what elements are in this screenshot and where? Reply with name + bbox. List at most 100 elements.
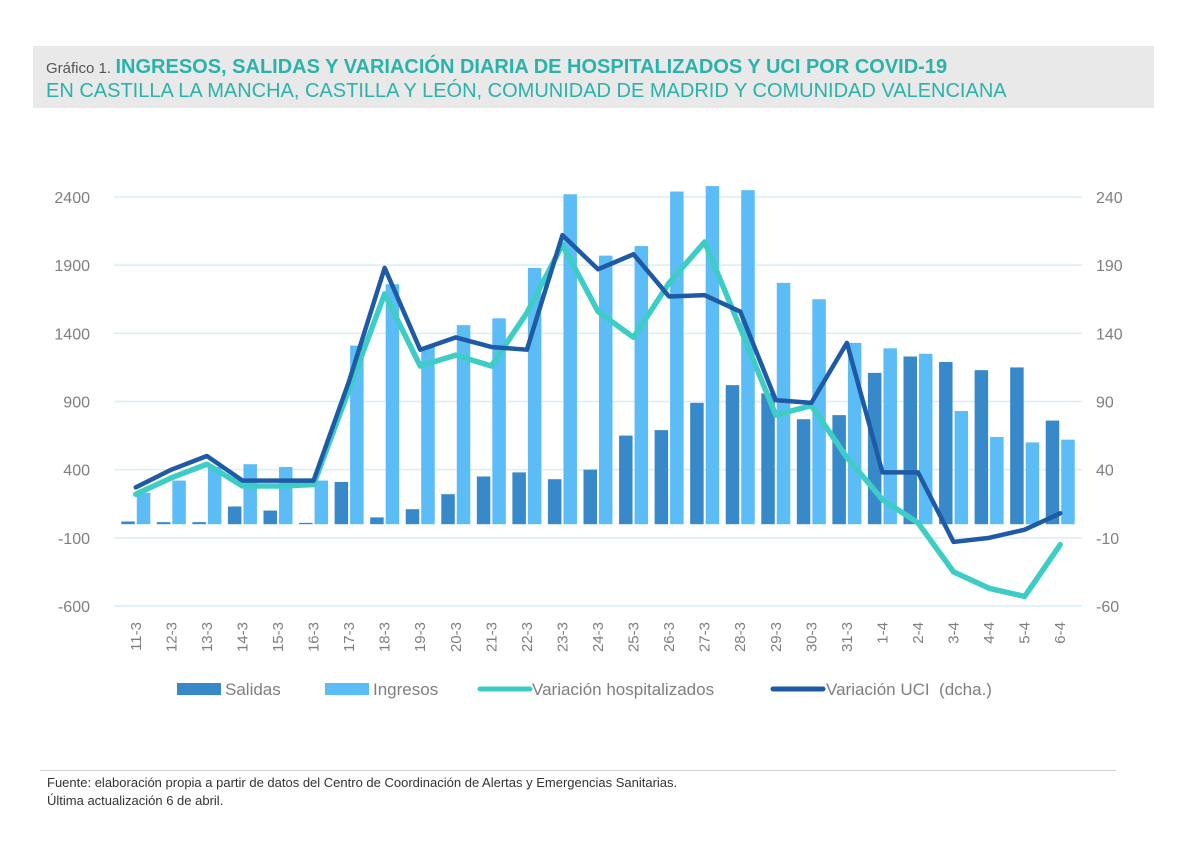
ingresos-bar bbox=[599, 255, 613, 525]
salidas-bar bbox=[725, 385, 740, 525]
ingresos-bar bbox=[350, 345, 364, 525]
x-axis-category-label: 30-3 bbox=[803, 622, 820, 652]
ingresos-bar bbox=[136, 492, 151, 525]
right-axis-tick-label: 90 bbox=[1096, 395, 1114, 412]
ingresos-bar bbox=[207, 466, 222, 525]
ingresos-bar bbox=[172, 480, 186, 525]
right-axis-tick-label: -60 bbox=[1096, 599, 1119, 616]
salidas-bar bbox=[263, 510, 277, 525]
ingresos-bar bbox=[990, 436, 1004, 525]
ingresos-bar bbox=[670, 191, 684, 525]
salidas-bar bbox=[476, 476, 491, 525]
x-axis-category-label: 23-3 bbox=[554, 622, 571, 652]
ingresos-bar bbox=[456, 325, 471, 525]
variacion-hospitalizados-line bbox=[133, 239, 1063, 600]
salidas-bar bbox=[654, 430, 669, 525]
legend-label-salidas: Salidas bbox=[225, 680, 281, 699]
x-axis-category-label: 25-3 bbox=[626, 622, 643, 652]
left-axis-tick-label: 1400 bbox=[54, 326, 90, 343]
left-axis-tick-label: 2400 bbox=[54, 190, 90, 207]
salidas-bar bbox=[796, 419, 811, 525]
variacion-uci-line bbox=[133, 232, 1063, 545]
salidas-bar bbox=[441, 494, 455, 525]
ingresos-bar bbox=[314, 480, 329, 525]
right-axis-tick-label: 240 bbox=[1096, 190, 1123, 207]
salidas-bar bbox=[583, 469, 597, 525]
salidas-bar bbox=[1045, 420, 1060, 525]
left-axis-tick-label: -100 bbox=[58, 531, 90, 548]
ingresos-bar bbox=[634, 246, 649, 525]
salidas-bar bbox=[121, 521, 135, 525]
x-axis-category-label: 13-3 bbox=[199, 622, 216, 652]
title-line-1: Gráfico 1. INGRESOS, SALIDAS Y VARIACIÓN… bbox=[46, 56, 947, 79]
chart-title: INGRESOS, SALIDAS Y VARIACIÓN DIARIA DE … bbox=[115, 56, 948, 78]
x-axis-category-label: 3-4 bbox=[946, 622, 963, 644]
salidas-bar bbox=[227, 506, 242, 525]
salidas-bar bbox=[939, 361, 953, 525]
x-axis-category-label: 1-4 bbox=[874, 622, 891, 644]
right-axis-tick-label: 140 bbox=[1096, 326, 1123, 343]
legend-label-variacion-uci: Variación UCI (dcha.) bbox=[826, 680, 992, 699]
title-box: Gráfico 1. INGRESOS, SALIDAS Y VARIACIÓN… bbox=[33, 46, 1154, 108]
source-divider bbox=[40, 770, 1116, 771]
salidas-bar bbox=[512, 472, 526, 525]
x-axis-category-label: 16-3 bbox=[306, 622, 323, 652]
ingresos-bar bbox=[279, 466, 293, 525]
x-axis-category-label: 11-3 bbox=[128, 622, 145, 651]
x-axis-category-label: 5-4 bbox=[1017, 622, 1034, 644]
salidas-bar bbox=[547, 479, 562, 525]
salidas-bar bbox=[156, 522, 171, 525]
salidas-bar bbox=[370, 517, 384, 525]
left-axis-tick-label: 900 bbox=[63, 395, 90, 412]
right-axis-tick-label: 190 bbox=[1096, 258, 1123, 275]
ingresos-bar bbox=[954, 411, 969, 525]
x-axis-category-label: 18-3 bbox=[377, 622, 394, 652]
ingresos-bar bbox=[563, 194, 577, 525]
ingresos-bar bbox=[1061, 439, 1075, 525]
x-axis-category-label: 2-4 bbox=[910, 622, 927, 644]
legend-label-variacion-hospitalizados: Variación hospitalizados bbox=[532, 680, 714, 699]
salidas-bar bbox=[405, 509, 420, 525]
ingresos-bar bbox=[1025, 442, 1040, 525]
right-axis-tick-label: -10 bbox=[1096, 531, 1119, 548]
source-note: Fuente: elaboración propia a partir de d… bbox=[47, 774, 677, 810]
ingresos-bar bbox=[741, 190, 755, 525]
legend-label-ingresos: Ingresos bbox=[373, 680, 438, 699]
x-axis-category-label: 28-3 bbox=[732, 622, 749, 652]
salidas-bar bbox=[974, 370, 989, 525]
salidas-bar bbox=[832, 415, 846, 525]
salidas-bar bbox=[761, 393, 775, 525]
x-axis-category-label: 20-3 bbox=[448, 622, 465, 652]
salidas-bar bbox=[1010, 367, 1024, 525]
figure-number: Gráfico 1. bbox=[46, 60, 112, 77]
ingresos-bar bbox=[776, 282, 791, 525]
combo-chart: 2400 240 1900 190 1400 140 900 90 400 40 -100 -10 -6… bbox=[54, 186, 1123, 699]
x-axis-category-label: 24-3 bbox=[590, 622, 607, 652]
ingresos-bar bbox=[385, 284, 400, 525]
x-axis-category-label: 4-4 bbox=[981, 622, 998, 644]
x-axis-category-label: 22-3 bbox=[519, 622, 536, 652]
x-axis-category-label: 17-3 bbox=[341, 622, 358, 652]
update-text: Última actualización 6 de abril. bbox=[47, 793, 224, 808]
source-text: Fuente: elaboración propia a partir de d… bbox=[47, 775, 678, 790]
legend-swatch-salidas bbox=[177, 683, 221, 695]
x-axis-category-label: 6-4 bbox=[1052, 622, 1069, 644]
x-axis-category-label: 29-3 bbox=[768, 622, 785, 652]
x-axis-category-label: 19-3 bbox=[412, 622, 429, 652]
ingresos-bar bbox=[705, 186, 720, 525]
ingresos-bar bbox=[243, 464, 257, 525]
salidas-bar bbox=[903, 356, 917, 525]
right-axis-tick-label: 40 bbox=[1096, 463, 1114, 480]
x-axis-category-label: 26-3 bbox=[661, 622, 678, 652]
legend-swatch-ingresos bbox=[325, 683, 369, 695]
x-axis-category-label: 14-3 bbox=[234, 622, 251, 652]
salidas-bar bbox=[690, 402, 704, 525]
salidas-bar bbox=[619, 435, 633, 525]
x-axis-category-label: 15-3 bbox=[270, 622, 287, 652]
left-axis-tick-label: 1900 bbox=[54, 258, 90, 275]
left-axis-tick-label: -600 bbox=[58, 599, 90, 616]
ingresos-bar bbox=[421, 346, 435, 525]
x-axis-category-label: 21-3 bbox=[483, 622, 500, 652]
x-axis-category-label: 31-3 bbox=[839, 622, 856, 652]
salidas-bar bbox=[299, 522, 313, 525]
